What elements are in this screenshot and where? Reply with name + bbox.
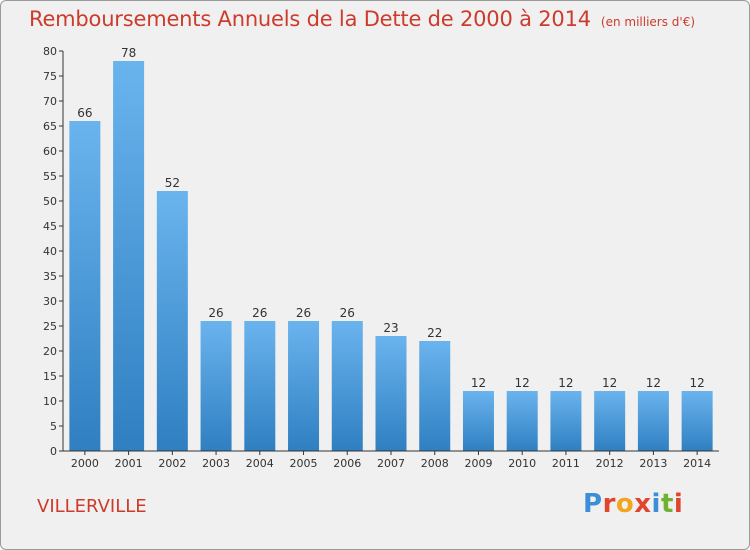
- x-tick-label: 2002: [158, 457, 186, 470]
- chart-title: Remboursements Annuels de la Dette de 20…: [29, 7, 591, 31]
- bar-value-label: 26: [252, 306, 267, 320]
- proxiti-logo: Proxiti: [583, 489, 683, 519]
- y-tick-label: 40: [43, 245, 57, 258]
- y-tick-label: 60: [43, 145, 57, 158]
- y-tick-label: 55: [43, 170, 57, 183]
- y-tick-label: 80: [43, 45, 57, 58]
- logo-letter: P: [583, 489, 603, 519]
- x-tick-label: 2004: [246, 457, 274, 470]
- bar-value-label: 12: [646, 376, 661, 390]
- bar-2007: [375, 336, 407, 451]
- x-tick-label: 2000: [71, 457, 99, 470]
- x-axis: 2000 2001 2002 2003 2004 2005 2006 2007 2008 2009…: [63, 450, 719, 470]
- bar-value-label: 22: [427, 326, 442, 340]
- logo-letter: r: [602, 489, 616, 519]
- x-tick-label: 2005: [290, 457, 318, 470]
- bar-value-label: 26: [340, 306, 355, 320]
- logo-letter: o: [615, 489, 635, 519]
- bar-2012: [594, 391, 626, 451]
- x-tick-label: 2001: [115, 457, 143, 470]
- y-tick-label: 25: [43, 320, 57, 333]
- chart-subtitle: (en milliers d'€): [600, 15, 696, 29]
- bar-2006: [331, 321, 363, 451]
- bar-2009: [462, 391, 494, 451]
- bar-2013: [637, 391, 669, 451]
- x-tick-label: 2014: [683, 457, 711, 470]
- bar-2003: [200, 321, 232, 451]
- y-tick-label: 0: [50, 445, 57, 458]
- x-tick-label: 2003: [202, 457, 230, 470]
- bars: 66 78 52 26 26 26 26 23 22 12 12 12 12 12 12: [69, 46, 713, 451]
- y-tick-label: 75: [43, 70, 57, 83]
- x-tick-label: 2010: [508, 457, 536, 470]
- y-tick-label: 70: [43, 95, 57, 108]
- y-tick-label: 45: [43, 220, 57, 233]
- y-tick-label: 50: [43, 195, 57, 208]
- logo-letter: x: [634, 489, 652, 519]
- logo-letter: i: [651, 489, 661, 519]
- bar-2005: [288, 321, 320, 451]
- x-tick-label: 2013: [639, 457, 667, 470]
- y-axis: 0 5 10 15 20 25 30 35 40 45 50 55 60 65 70 75 80: [43, 45, 64, 458]
- bar-2014: [681, 391, 713, 451]
- bar-value-label: 12: [558, 376, 573, 390]
- bar-2001: [113, 61, 145, 451]
- y-tick-label: 65: [43, 120, 57, 133]
- bar-value-label: 26: [296, 306, 311, 320]
- y-tick-label: 10: [43, 395, 57, 408]
- x-tick-label: 2008: [421, 457, 449, 470]
- bar-2011: [550, 391, 582, 451]
- bar-value-label: 12: [471, 376, 486, 390]
- logo-letter: i: [673, 489, 684, 519]
- bar-value-label: 12: [515, 376, 530, 390]
- y-tick-label: 20: [43, 345, 57, 358]
- bar-value-label: 12: [689, 376, 704, 390]
- logo-letter: t: [660, 489, 674, 519]
- x-tick-label: 2012: [596, 457, 624, 470]
- bar-value-label: 23: [383, 321, 398, 335]
- bar-2004: [244, 321, 276, 451]
- bar-2008: [419, 341, 451, 451]
- y-tick-label: 5: [50, 420, 57, 433]
- y-tick-label: 15: [43, 370, 57, 383]
- bar-2000: [69, 121, 101, 451]
- bar-value-label: 78: [121, 46, 136, 60]
- bar-value-label: 12: [602, 376, 617, 390]
- bar-2002: [156, 191, 188, 451]
- x-tick-label: 2011: [552, 457, 580, 470]
- bar-2010: [506, 391, 538, 451]
- y-tick-label: 30: [43, 295, 57, 308]
- x-tick-label: 2006: [333, 457, 361, 470]
- commune-name: VILLERVILLE: [37, 496, 147, 517]
- bar-value-label: 52: [165, 176, 180, 190]
- title-row: Remboursements Annuels de la Dette de 20…: [29, 7, 695, 31]
- bar-value-label: 66: [77, 106, 92, 120]
- bar-value-label: 26: [208, 306, 223, 320]
- y-tick-label: 35: [43, 270, 57, 283]
- x-tick-label: 2009: [464, 457, 492, 470]
- x-tick-label: 2007: [377, 457, 405, 470]
